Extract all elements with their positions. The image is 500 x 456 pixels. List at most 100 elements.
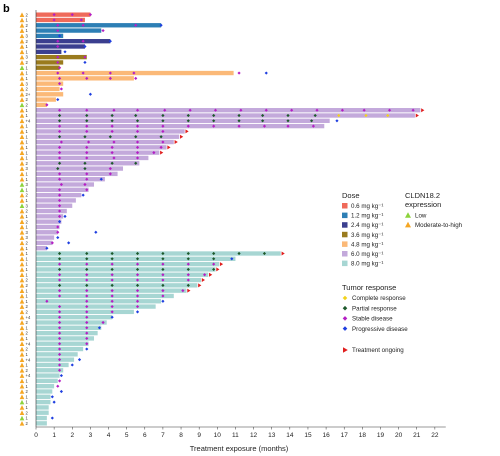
- row-label: 1: [26, 214, 29, 219]
- row-label: 1: [26, 378, 29, 383]
- patient-row: 2: [19, 240, 71, 246]
- patient-row: 2: [19, 192, 85, 198]
- cldn-marker: [19, 187, 25, 193]
- cldn-marker: [19, 346, 25, 352]
- cldn-marker: [19, 219, 25, 224]
- patient-row: 1: [19, 177, 105, 182]
- response-marker: [135, 156, 140, 160]
- patient-row: 1: [19, 65, 62, 70]
- response-marker: [135, 294, 140, 298]
- response-marker: [57, 220, 62, 224]
- row-label: 1: [26, 129, 29, 134]
- response-marker: [57, 267, 62, 272]
- cldn-marker: [19, 214, 25, 219]
- response-marker: [309, 119, 314, 123]
- row-label: 2: [26, 389, 29, 394]
- exposure-bar: [36, 415, 47, 421]
- exposure-bar: [36, 235, 55, 240]
- response-marker: [85, 113, 89, 118]
- response-marker: [81, 23, 85, 27]
- row-label: 1: [26, 405, 29, 410]
- response-marker: [161, 267, 165, 272]
- cldn-marker: [19, 304, 25, 309]
- row-label: 2: [26, 278, 29, 283]
- exposure-bar: [36, 187, 89, 192]
- cldn-marker: [19, 192, 25, 198]
- exposure-bar: [36, 134, 180, 139]
- row-label: 1: [26, 108, 29, 113]
- row-label: 1: [26, 113, 29, 118]
- row-label: 1: [26, 294, 29, 299]
- exposure-bar: [36, 97, 56, 102]
- response-marker: [161, 294, 165, 298]
- exposure-bar: [36, 240, 53, 246]
- exposure-bar: [36, 33, 64, 39]
- response-marker: [56, 44, 60, 49]
- exposure-bar: [36, 129, 185, 134]
- row-label: +4: [26, 118, 31, 123]
- exposure-bar: [36, 198, 76, 203]
- x-tick-label: 12: [250, 432, 258, 439]
- patient-row: 1: [19, 198, 76, 203]
- exposure-bar: [36, 410, 49, 415]
- row-label: 1: [26, 251, 29, 256]
- response-marker: [57, 262, 62, 266]
- exposure-bar: [36, 39, 111, 44]
- cldn-marker: [19, 229, 25, 235]
- response-marker: [135, 145, 140, 149]
- response-marker: [108, 71, 112, 75]
- cldn-marker: [19, 150, 25, 155]
- response-marker: [85, 299, 89, 303]
- patient-row: +4: [19, 341, 89, 346]
- response-marker: [57, 289, 62, 293]
- cldn-marker: [19, 12, 25, 17]
- response-marker: [45, 299, 49, 303]
- cldn-marker: [19, 352, 25, 357]
- response-marker: [239, 108, 243, 112]
- response-marker: [57, 214, 62, 218]
- exposure-bar: [36, 330, 98, 336]
- response-marker: [57, 273, 62, 277]
- response-marker: [57, 113, 62, 118]
- response-marker: [85, 267, 89, 272]
- response-marker: [110, 161, 114, 165]
- exposure-bar: [36, 325, 102, 330]
- response-marker: [110, 278, 114, 282]
- row-label: 1: [26, 416, 29, 421]
- x-tick-label: 0: [34, 432, 38, 439]
- response-marker: [85, 315, 89, 319]
- exposure-bar: [36, 368, 64, 373]
- patient-row: 1: [19, 378, 62, 384]
- response-marker: [50, 416, 54, 420]
- patient-row: 2: [19, 209, 67, 214]
- response-marker: [59, 182, 63, 187]
- cldn-marker: [19, 283, 25, 288]
- cldn-marker: [19, 91, 25, 97]
- patient-row: 1: [19, 325, 102, 330]
- cldn-marker: [19, 240, 25, 246]
- cldn-marker: [19, 405, 25, 410]
- row-label: +4: [26, 357, 31, 362]
- exposure-bar: [36, 166, 124, 171]
- row-label: 3: [26, 235, 29, 240]
- response-marker: [56, 23, 60, 27]
- cldn-marker: [19, 28, 25, 33]
- response-marker: [56, 230, 60, 234]
- row-label: 2: [26, 320, 29, 325]
- cldn-marker: [19, 378, 25, 384]
- row-label: 2: [26, 193, 29, 198]
- patient-row: 1: [19, 251, 285, 256]
- patient-row: 3: [19, 166, 124, 171]
- patient-row: 2: [19, 219, 62, 224]
- patient-row: 2: [19, 389, 63, 394]
- row-label: 2: [26, 368, 29, 373]
- row-label: 2: [26, 421, 29, 426]
- response-marker: [50, 395, 54, 399]
- patient-row: 1: [19, 299, 165, 304]
- patient-row: 3: [19, 235, 60, 240]
- response-marker: [161, 124, 165, 128]
- response-marker: [85, 124, 89, 128]
- ongoing-marker: [415, 113, 419, 118]
- response-marker: [77, 358, 82, 362]
- response-marker: [83, 44, 87, 49]
